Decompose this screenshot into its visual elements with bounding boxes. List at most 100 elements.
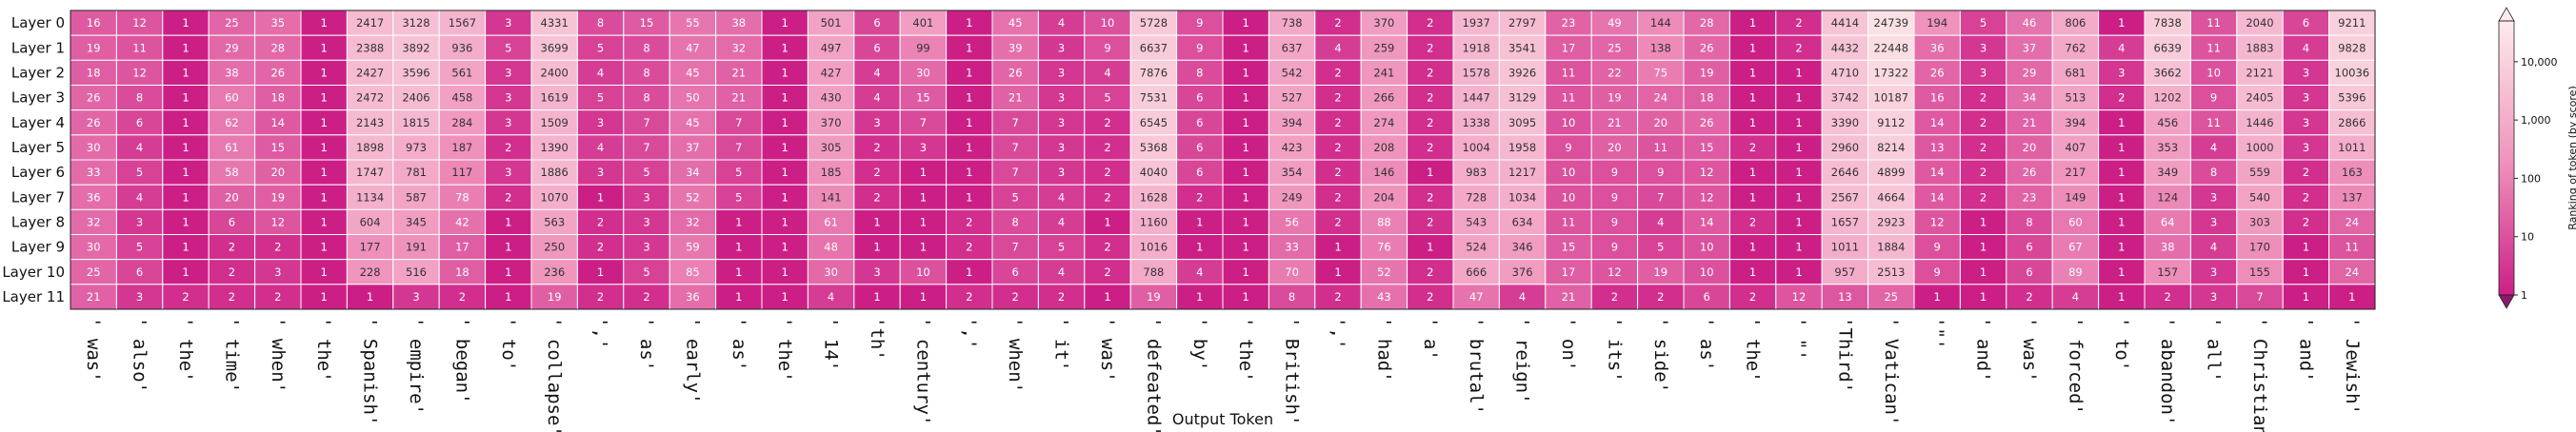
- heatmap-cell-value: 788: [1143, 265, 1164, 279]
- heatmap-cell-value: 15: [916, 91, 930, 105]
- heatmap-cell-value: 1937: [1463, 16, 1490, 29]
- heatmap-cell-value: 2417: [356, 16, 384, 29]
- heatmap-cell-value: 2: [1196, 190, 1203, 204]
- heatmap-cell: [1590, 208, 1639, 235]
- x-tick-label: ' its': [1604, 317, 1625, 383]
- heatmap-cell-value: 2960: [1831, 141, 1859, 154]
- heatmap-cell: [1360, 259, 1408, 285]
- heatmap-cell-value: 8: [1012, 215, 1019, 228]
- heatmap-cell-value: 19: [548, 290, 562, 304]
- heatmap-cell-value: 20: [1653, 116, 1667, 129]
- heatmap-cell-value: 47: [686, 41, 700, 54]
- heatmap-cell: [438, 34, 487, 61]
- heatmap-cell: [1084, 284, 1131, 310]
- heatmap-cell-value: 249: [1282, 190, 1303, 204]
- heatmap-cell: [1222, 59, 1269, 86]
- heatmap-cell: [346, 259, 394, 285]
- heatmap-cell: [1590, 34, 1639, 61]
- heatmap-cell: [1222, 159, 1269, 186]
- heatmap-cell-value: 89: [2068, 265, 2083, 279]
- heatmap-cell: [2006, 59, 2053, 86]
- heatmap-cell-value: 4: [2303, 41, 2309, 54]
- heatmap-cell-value: 208: [1373, 141, 1394, 154]
- heatmap-cell-value: 1: [1795, 166, 1802, 179]
- x-tick-label: ' was': [83, 317, 104, 383]
- heatmap-cell-value: 1: [321, 66, 328, 79]
- heatmap-cell-value: 7: [643, 141, 649, 154]
- heatmap-cell-value: 37: [2023, 41, 2037, 54]
- heatmap-cell: [254, 284, 302, 310]
- heatmap-cell: [208, 59, 256, 86]
- heatmap-cell-value: 60: [225, 91, 239, 105]
- heatmap-cell-value: 1: [1243, 166, 1249, 179]
- heatmap-cell-value: 2: [966, 290, 972, 304]
- heatmap-cell-value: 1: [182, 190, 189, 204]
- heatmap-cell-value: 3: [505, 116, 511, 129]
- heatmap-cell: [1452, 34, 1500, 61]
- heatmap-cell-value: 11: [132, 41, 147, 54]
- heatmap-cell-value: 8: [2026, 215, 2032, 228]
- heatmap-cell: [2144, 34, 2191, 61]
- heatmap-cell-value: 3: [1058, 116, 1065, 129]
- heatmap-cell-value: 4: [1334, 41, 1341, 54]
- heatmap-cell-value: 516: [406, 265, 427, 279]
- heatmap-cell-value: 14: [270, 116, 285, 129]
- heatmap-cell: [2282, 184, 2330, 210]
- heatmap-cell: [162, 59, 210, 86]
- colorbar-tick-label: 10: [2521, 231, 2534, 244]
- heatmap-cell-value: 1: [1795, 66, 1802, 79]
- heatmap-cell-value: 157: [2157, 265, 2178, 279]
- heatmap-cell-value: 10: [1700, 241, 1714, 254]
- heatmap-cell: [623, 259, 670, 285]
- heatmap-cell-value: 19: [87, 41, 101, 54]
- heatmap-cell: [1959, 10, 2007, 36]
- heatmap-cell: [2098, 208, 2146, 235]
- heatmap-cell: [669, 34, 717, 61]
- x-tick-label: ' as': [729, 317, 749, 371]
- heatmap-cell: [300, 10, 348, 36]
- heatmap-cell-value: 6: [2026, 265, 2032, 279]
- heatmap-cell-value: 1004: [1463, 141, 1490, 154]
- heatmap-cell: [1498, 134, 1547, 161]
- heatmap-cell-value: 2143: [356, 116, 384, 129]
- heatmap-cell-value: 4: [2072, 290, 2079, 304]
- x-tick-label: ' the': [1235, 317, 1256, 383]
- heatmap-cell-value: 501: [821, 16, 842, 29]
- heatmap-cell: [1037, 259, 1086, 285]
- heatmap-cell: [1452, 184, 1500, 210]
- heatmap-cell-value: 1: [1243, 66, 1249, 79]
- heatmap-cell-value: 43: [1377, 290, 1391, 304]
- heatmap-cell-value: 3662: [2154, 66, 2182, 79]
- heatmap-cell-value: 1: [321, 141, 328, 154]
- heatmap-cell: [1867, 284, 1915, 310]
- x-tick-label: ' time': [221, 317, 242, 393]
- heatmap-cell-value: 1: [182, 16, 189, 29]
- heatmap-cell: [2144, 85, 2191, 111]
- heatmap-cell-value: 2: [1427, 66, 1433, 79]
- heatmap-cell-value: 1: [1749, 241, 1756, 254]
- heatmap-cell-value: 59: [686, 241, 700, 254]
- heatmap-cell-value: 20: [225, 190, 239, 204]
- heatmap-cell-value: 2: [1427, 116, 1433, 129]
- heatmap-cell-value: 228: [360, 265, 381, 279]
- heatmap-cell: [1775, 134, 1823, 161]
- heatmap-cell-value: 666: [1466, 265, 1487, 279]
- heatmap-cell: [1959, 234, 2007, 261]
- heatmap-cell-value: 5: [1104, 91, 1110, 105]
- heatmap-cell-value: 3: [412, 290, 419, 304]
- heatmap-cell: [2098, 85, 2146, 111]
- heatmap-cell-value: 4414: [1831, 16, 1859, 29]
- heatmap-cell: [1590, 109, 1639, 136]
- heatmap-cell-value: 1: [1243, 91, 1249, 105]
- heatmap-cell: [115, 109, 164, 136]
- heatmap-cell-value: 3: [2210, 290, 2217, 304]
- heatmap-cell-value: 5: [1980, 16, 1987, 29]
- heatmap-cell-value: 26: [1008, 66, 1023, 79]
- heatmap-cell: [1498, 59, 1547, 86]
- heatmap-cell-value: 30: [87, 241, 101, 254]
- heatmap-cell-value: 2: [1334, 166, 1341, 179]
- heatmap-cell-value: 10: [1700, 265, 1714, 279]
- heatmap-cell-value: 7: [1657, 190, 1664, 204]
- heatmap-cell-value: 540: [2249, 190, 2270, 204]
